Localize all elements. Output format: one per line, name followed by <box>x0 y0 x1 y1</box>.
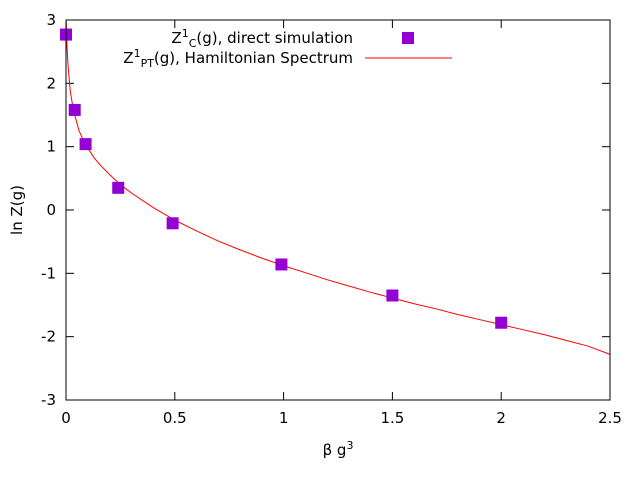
y-tick-label: -2 <box>41 328 56 346</box>
x-tick-label: 1 <box>279 409 289 427</box>
x-tick-label: 2 <box>496 409 506 427</box>
legend-label-superscript: 1 <box>134 47 141 60</box>
legend-label-base: Z <box>123 49 133 67</box>
legend-label-superscript: 1 <box>182 27 189 40</box>
data-point-direct-simulation <box>275 258 288 271</box>
data-point-direct-simulation <box>112 181 125 194</box>
data-point-direct-simulation <box>386 289 399 302</box>
data-point-direct-simulation <box>495 316 508 329</box>
y-tick-label: -1 <box>41 264 56 282</box>
x-axis-label: β g3 <box>323 439 354 459</box>
y-tick-label: 3 <box>46 11 56 29</box>
series-line-hamiltonian-spectrum <box>65 21 611 355</box>
data-point-direct-simulation <box>79 138 92 151</box>
legend-label-subscript: C <box>189 37 197 50</box>
ticks-layer <box>65 19 611 401</box>
data-point-direct-simulation <box>166 217 179 230</box>
data-point-direct-simulation <box>68 103 81 116</box>
series-layer <box>60 21 611 355</box>
y-tick-label: -3 <box>41 391 56 409</box>
legend-label-rest: (g), direct simulation <box>196 29 353 47</box>
x-tick-label: 0 <box>61 409 71 427</box>
x-tick-label: 0.5 <box>163 409 187 427</box>
legend-label-subscript: PT <box>141 57 155 70</box>
x-tick-label: 2.5 <box>598 409 622 427</box>
x-axis-label-superscript: 3 <box>346 439 353 452</box>
y-axis-label: ln Z(g) <box>8 185 26 235</box>
y-tick-labels: -3 -2 -1 0 1 2 3 <box>41 11 56 409</box>
legend-label: Z1PT(g), Hamiltonian Spectrum <box>123 47 353 70</box>
x-axis-label-base: β g <box>323 441 347 459</box>
plot-frame <box>65 19 611 401</box>
y-tick-label: 2 <box>46 74 56 92</box>
y-tick-label: 0 <box>46 201 56 219</box>
y-tick-label: 1 <box>46 138 56 156</box>
legend-marker-square <box>402 32 414 44</box>
x-tick-labels: 0 0.5 1 1.5 2 2.5 <box>61 409 622 427</box>
legend-label-rest: (g), Hamiltonian Spectrum <box>154 49 353 67</box>
legend-label: Z1C(g), direct simulation <box>171 27 353 50</box>
legend-label-base: Z <box>171 29 181 47</box>
x-tick-label: 1.5 <box>380 409 404 427</box>
